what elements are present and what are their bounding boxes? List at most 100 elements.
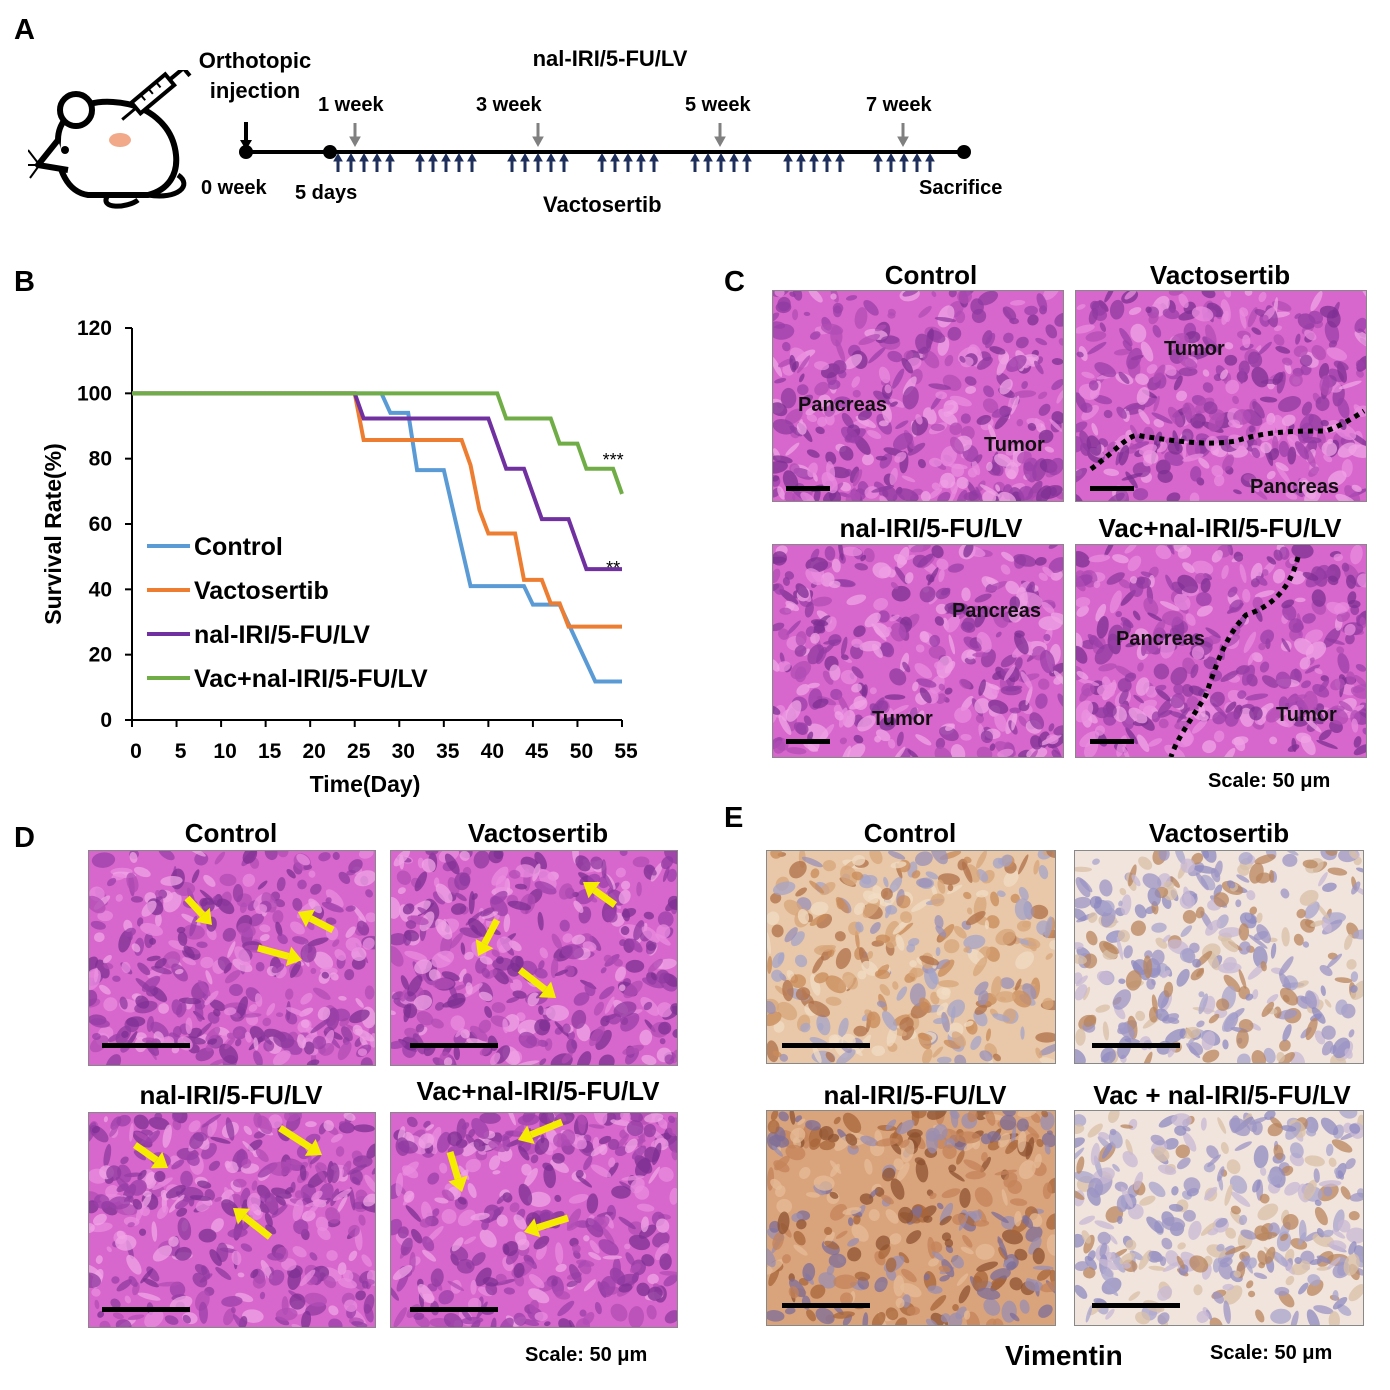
vactosertib-dose-arrow-head [873, 152, 883, 162]
panel-label-b: B [14, 266, 35, 298]
vactosertib-dose-arrow-head [636, 152, 646, 162]
series-line [132, 391, 622, 629]
vactosertib-dose-arrow-head [796, 152, 806, 162]
scale-bar [1092, 1043, 1180, 1048]
x-tick-label: 40 [481, 740, 504, 763]
vactosertib-dose-arrow-head [533, 152, 543, 162]
y-tick-label: 40 [89, 578, 112, 601]
vactosertib-dose-arrow-head [925, 152, 935, 162]
vactosertib-dose-arrow-head [783, 152, 793, 162]
x-tick-label: 5 [175, 740, 187, 763]
scale-bar [782, 1303, 870, 1308]
ihc-image-e-vactosertib [1074, 850, 1364, 1064]
survival-chart: 0 20 40 60 80 100 120 0 5 10 15 20 25 30 35 40 45 50 55 Tim… [40, 317, 638, 797]
vimentin-label: Vimentin [1005, 1340, 1123, 1371]
scale-bar [410, 1307, 498, 1312]
week-label-1: 1 week [318, 94, 384, 116]
vactosertib-dose-arrow-head [822, 152, 832, 162]
tumor-boundary-line [1089, 408, 1366, 472]
timeline-diagram [239, 122, 971, 172]
significance-annotation: *** [603, 450, 624, 470]
c-title-combo: Vac+nal-IRI/5-FU/LV [1098, 513, 1342, 543]
vactosertib-dose-arrow-head [415, 152, 425, 162]
series-line [132, 391, 624, 495]
vactosertib-dose-arrow-head [333, 152, 343, 162]
he-image-c-vactosertib [1075, 290, 1367, 502]
c-scale-text: Scale: 50 μm [1208, 770, 1331, 792]
e-title-nal: nal-IRI/5-FU/LV [823, 1080, 1007, 1110]
y-tick-label: 100 [77, 382, 112, 405]
scale-bar [102, 1043, 190, 1048]
vactosertib-dose-arrow-head [467, 152, 477, 162]
x-tick-label: 50 [570, 740, 593, 763]
ihc-image-e-nal [766, 1110, 1056, 1326]
vactosertib-dose-arrow-head [441, 152, 451, 162]
vactosertib-dose-arrow-head [742, 152, 752, 162]
x-tick-label: 25 [347, 740, 371, 763]
vactosertib-label: Vactosertib [543, 192, 662, 217]
x-tick-label: 10 [213, 740, 236, 763]
c1-pancreas-label: Pancreas [798, 394, 887, 416]
x-tick-label: 0 [130, 740, 142, 763]
panel-label-c: C [724, 266, 745, 298]
vactosertib-dose-arrow-head [809, 152, 819, 162]
orthotopic-injection-label: Orthotopic injection [198, 48, 312, 103]
vactosertib-dose-arrow-head [703, 152, 713, 162]
vactosertib-dose-arrow-head [610, 152, 620, 162]
mouse-icon [28, 70, 192, 209]
sacrifice-label: Sacrifice [919, 177, 1003, 199]
legend-label: nal-IRI/5-FU/LV [194, 621, 370, 649]
c4-tumor-label: Tumor [1276, 704, 1337, 726]
scale-bar [786, 486, 830, 491]
y-tick-label: 120 [77, 317, 112, 340]
scale-bar [786, 739, 830, 744]
vactosertib-dose-arrow-head [649, 152, 659, 162]
y-tick-label: 0 [100, 709, 112, 732]
he-image-d-vactosertib [390, 850, 678, 1066]
vactosertib-dose-arrow-head [428, 152, 438, 162]
c-title-nal: nal-IRI/5-FU/LV [839, 513, 1023, 543]
scale-bar [102, 1307, 190, 1312]
x-tick-label: 35 [436, 740, 460, 763]
d-title-control: Control [184, 818, 278, 848]
vactosertib-dose-arrow-head [690, 152, 700, 162]
ihc-image-e-control [766, 850, 1056, 1064]
panel-label-e: E [724, 802, 744, 834]
vactosertib-dose-arrow-head [359, 152, 369, 162]
scale-bar [782, 1043, 870, 1048]
vactosertib-dose-arrow-head [546, 152, 556, 162]
legend-label: Vac+nal-IRI/5-FU/LV [194, 665, 428, 693]
week-label-5: 5 week [685, 94, 751, 116]
c-title-control: Control [884, 260, 978, 290]
d-title-combo: Vac+nal-IRI/5-FU/LV [416, 1076, 660, 1106]
he-image-c-combo [1075, 544, 1367, 758]
legend-label: Vactosertib [194, 577, 329, 605]
vactosertib-dose-arrow-head [597, 152, 607, 162]
scale-bar [1090, 486, 1134, 491]
vactosertib-dose-arrow-head [886, 152, 896, 162]
series-line [132, 391, 622, 572]
ihc-image-e-combo [1074, 1110, 1364, 1326]
he-image-c-control [772, 290, 1064, 502]
scale-bar [1092, 1303, 1180, 1308]
e-scale-text: Scale: 50 μm [1210, 1342, 1333, 1364]
day5-label: 5 days [295, 182, 358, 204]
week-label-3: 3 week [476, 94, 542, 116]
start-week-label: 0 week [201, 177, 267, 199]
e-title-combo: Vac + nal-IRI/5-FU/LV [1093, 1080, 1351, 1110]
he-image-d-nal [88, 1112, 376, 1328]
y-axis-label: Survival Rate(%) [40, 443, 66, 625]
c3-pancreas-label: Pancreas [952, 600, 1041, 622]
e-title-control: Control [863, 818, 957, 848]
d-scale-text: Scale: 50 μm [525, 1344, 648, 1366]
vactosertib-dose-arrow-head [385, 152, 395, 162]
he-image-d-control [88, 850, 376, 1066]
vactosertib-dose-arrow-head [559, 152, 569, 162]
c2-pancreas-label: Pancreas [1250, 476, 1339, 498]
tumor-boundary-line [1168, 556, 1301, 757]
x-tick-label: 45 [525, 740, 549, 763]
vactosertib-dose-arrow-head [716, 152, 726, 162]
d-title-vactosertib: Vactosertib [467, 818, 609, 848]
y-tick-label: 20 [89, 644, 112, 667]
significance-annotation: ** [606, 558, 620, 578]
